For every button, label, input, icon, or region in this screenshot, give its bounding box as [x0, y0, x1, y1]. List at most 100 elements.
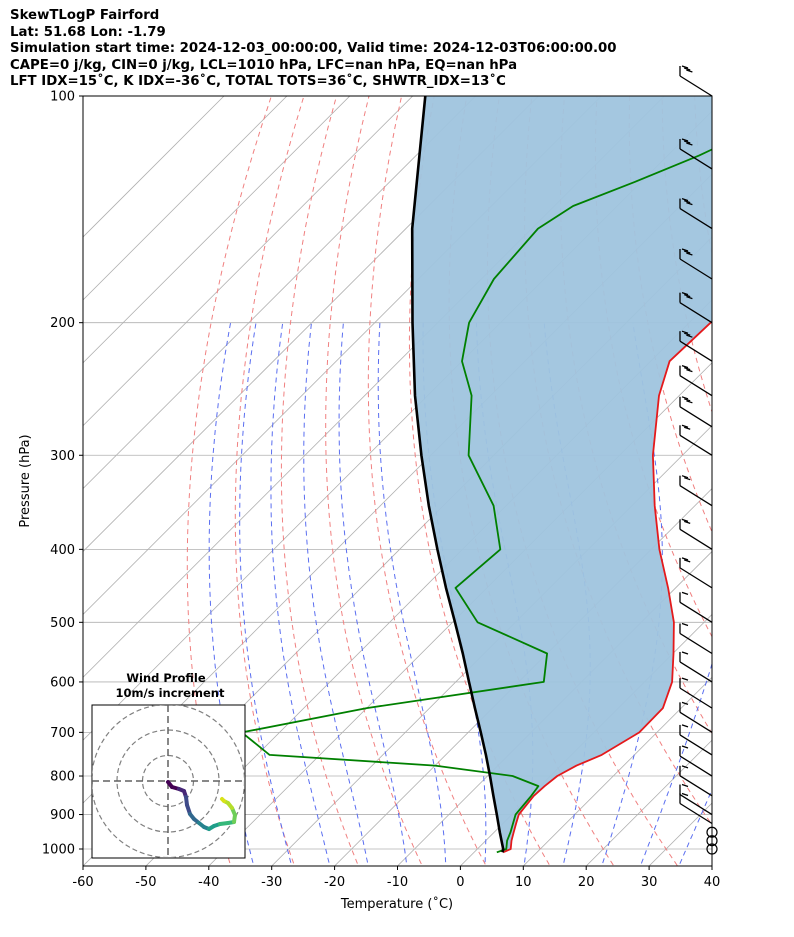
- moist-adiabat: [338, 322, 408, 866]
- wind-barb: [679, 248, 713, 280]
- barb-flag: [681, 292, 689, 296]
- wind-barb: [679, 197, 713, 230]
- barb-shaft: [679, 434, 713, 456]
- barb-flag: [683, 426, 691, 430]
- barb-flag: [686, 142, 693, 146]
- barb-flag: [681, 424, 689, 428]
- moist-adiabat: [239, 322, 293, 866]
- wind-barb: [679, 745, 713, 777]
- x-tick-label: -10: [387, 875, 408, 890]
- y-tick-label: 900: [50, 808, 75, 823]
- title-line-5: LFT IDX=15˚C, K IDX=-36˚C, TOTAL TOTS=36…: [10, 74, 506, 89]
- barb-shaft: [679, 208, 713, 230]
- barb-flag: [681, 65, 689, 69]
- barb-shaft: [679, 567, 713, 589]
- barb-shaft: [679, 258, 713, 280]
- wind-barb: [679, 138, 713, 170]
- x-axis-label: Temperature (˚C): [340, 896, 453, 912]
- wind-profile-inset: Wind Profile 10m/s increment: [91, 671, 246, 859]
- barb-flag: [683, 332, 691, 336]
- y-tick-label: 600: [50, 675, 75, 690]
- barb-flag: [686, 296, 693, 300]
- cin-shading: [412, 96, 712, 853]
- title-line-1: SkewTLogP Fairford: [10, 8, 160, 23]
- barb-shaft: [679, 340, 713, 362]
- barb-flag: [683, 140, 691, 144]
- barb-flag: [683, 477, 691, 481]
- wind-barbs: [679, 65, 718, 855]
- barb-flag: [686, 69, 693, 73]
- moist-adiabat: [678, 788, 712, 866]
- wind-barb: [679, 783, 713, 816]
- isotherm--150: [83, 96, 288, 301]
- y-tick-label: 1000: [42, 843, 75, 858]
- barb-flag: [683, 67, 691, 71]
- isotherm--30: [271, 425, 712, 866]
- isotherm--120: [83, 96, 477, 490]
- wind-barb: [679, 622, 713, 655]
- x-tick-label: -30: [261, 875, 282, 890]
- x-tick-label: -40: [198, 875, 219, 890]
- barb-flag: [681, 396, 689, 400]
- barb-flag: [686, 201, 693, 206]
- x-tick-label: 0: [456, 875, 464, 890]
- y-tick-label: 100: [50, 90, 75, 105]
- x-tick-label: 10: [515, 875, 532, 890]
- hodo-segment: [220, 797, 226, 803]
- wind-barb: [679, 765, 713, 797]
- barb-shaft: [679, 406, 713, 428]
- barb-flag: [681, 557, 689, 561]
- moist-adiabat: [601, 322, 663, 866]
- barb-shaft: [679, 528, 713, 550]
- x-tick-label: -60: [72, 875, 93, 890]
- dry-adiabat: [367, 96, 487, 866]
- moist-adiabat: [377, 322, 447, 866]
- barb-flag: [681, 724, 689, 728]
- y-tick-label: 800: [50, 770, 75, 785]
- dry-adiabat: [789, 62, 794, 881]
- dewpoint-line: [240, 148, 712, 854]
- barb-flag: [683, 294, 691, 298]
- wind-barb: [679, 65, 713, 97]
- isotherm--20: [334, 488, 712, 866]
- x-tick-label: -50: [135, 875, 156, 890]
- barb-flag: [681, 622, 689, 627]
- wind-barb: [679, 330, 713, 362]
- wind-barb: [679, 365, 713, 397]
- wind-barb: [679, 292, 713, 324]
- inset-content: [92, 705, 245, 858]
- barb-shaft: [679, 632, 713, 655]
- parcel-line: [410, 96, 505, 853]
- barb-shaft: [679, 802, 713, 825]
- y-tick-label: 200: [50, 316, 75, 331]
- barb-flag: [686, 369, 693, 373]
- barb-shaft: [679, 148, 713, 170]
- wind-barb: [679, 424, 713, 456]
- isotherm-10: [522, 676, 712, 866]
- title-line-2: Lat: 51.68 Lon: -1.79: [10, 24, 166, 40]
- barb-shaft: [679, 687, 713, 709]
- barb-flag: [681, 591, 689, 595]
- inset-subtitle: 10m/s increment: [116, 686, 225, 700]
- wind-barb: [679, 518, 713, 550]
- series-layer: [240, 96, 712, 854]
- barb-flag: [686, 252, 693, 256]
- y-tick-label: 500: [50, 616, 75, 631]
- wind-barb: [679, 724, 713, 756]
- barb-flag: [681, 701, 689, 705]
- barb-shaft: [679, 485, 713, 507]
- barb-flag: [681, 651, 689, 655]
- barb-shaft: [679, 661, 713, 683]
- wind-barb: [679, 475, 713, 507]
- wind-barb: [679, 651, 713, 683]
- barb-shaft: [679, 375, 713, 397]
- barb-shaft: [679, 793, 713, 816]
- y-axis-label: Pressure (hPa): [18, 434, 33, 527]
- barb-flag: [681, 765, 689, 769]
- x-tick-label: -20: [324, 875, 345, 890]
- barb-flag: [681, 138, 689, 142]
- barb-flag: [681, 248, 689, 252]
- x-tick-label: 20: [578, 875, 595, 890]
- barb-shaft: [679, 775, 713, 797]
- dry-adiabat: [757, 62, 794, 881]
